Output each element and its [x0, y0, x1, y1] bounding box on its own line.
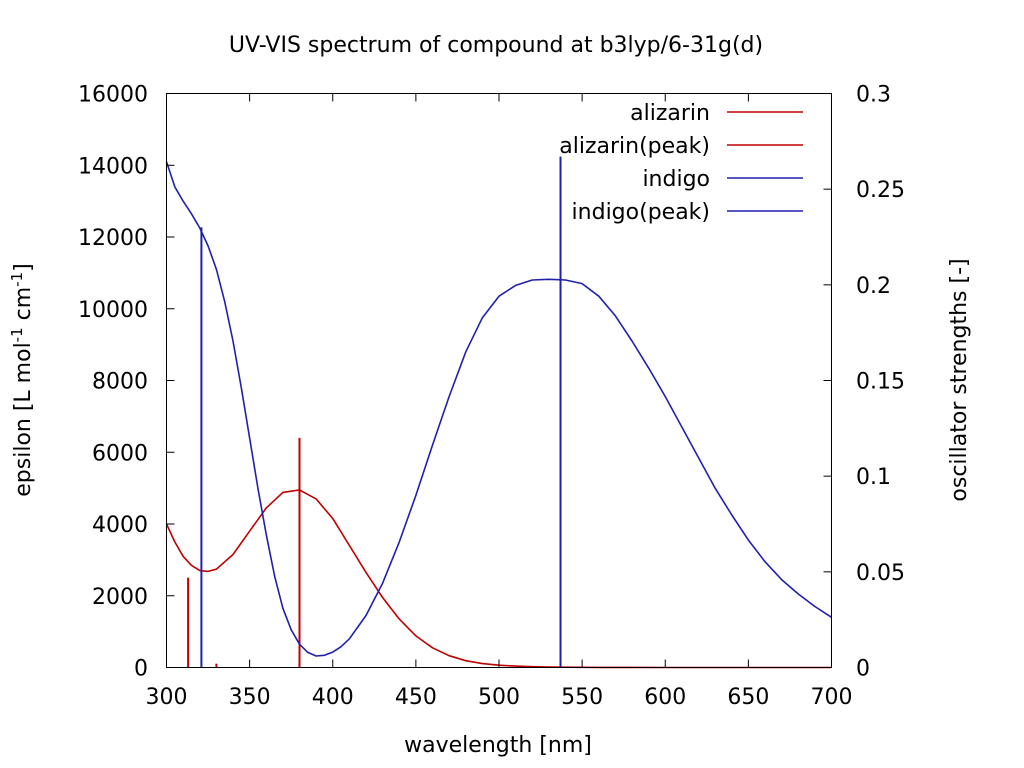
- x-tick-label: 400: [312, 685, 354, 710]
- series-line-alizarin: [165, 489, 832, 669]
- y2-tick-label: 0.05: [856, 561, 905, 586]
- series-layer: [165, 156, 832, 669]
- chart-title: UV-VIS spectrum of compound at b3lyp/6-3…: [229, 33, 763, 58]
- legend-label: alizarin(peak): [559, 134, 710, 159]
- y2-tick-label: 0.15: [856, 370, 905, 395]
- x-tick-label: 550: [561, 685, 603, 710]
- series-line-indigo: [165, 161, 832, 657]
- legend-label: alizarin: [630, 101, 710, 126]
- y2-tick-label: 0.3: [856, 83, 891, 108]
- x-tick-label: 650: [727, 685, 769, 710]
- y-tick-label: 12000: [78, 226, 148, 251]
- y-tick-label: 2000: [92, 585, 148, 610]
- x-tick-label: 600: [644, 685, 686, 710]
- y-tick-label: 8000: [92, 370, 148, 395]
- y2-tick-label: 0: [856, 657, 870, 682]
- y-tick-label: 10000: [78, 298, 148, 323]
- y-tick-label: 6000: [92, 441, 148, 466]
- x-axis: 300 350 400 450 500 550 600 650 700: [146, 93, 853, 710]
- plot-area: [165, 156, 832, 669]
- y-axis-title: epsilon [L mol-1 cm-1]: [8, 263, 36, 496]
- legend: alizarin alizarin(peak) indigo indigo(peak): [559, 101, 803, 225]
- x-tick-label: 350: [229, 685, 271, 710]
- y2-axis: 0 0.05 0.1 0.15 0.2 0.25 0.3: [823, 83, 905, 682]
- x-tick-label: 450: [395, 685, 437, 710]
- y-tick-label: 16000: [78, 83, 148, 108]
- y2-tick-label: 0.25: [856, 178, 905, 203]
- y-tick-label: 14000: [78, 154, 148, 179]
- y2-axis-title: oscillator strengths [-]: [947, 258, 972, 501]
- y2-tick-label: 0.1: [856, 465, 891, 490]
- x-tick-label: 300: [146, 685, 188, 710]
- legend-label: indigo: [642, 167, 710, 192]
- x-tick-label: 700: [811, 685, 853, 710]
- y-tick-label: 0: [134, 657, 148, 682]
- x-axis-title: wavelength [nm]: [404, 733, 592, 758]
- x-tick-label: 500: [478, 685, 520, 710]
- y-axis: 0 2000 4000 6000 8000 10000 12000 14000 16000: [78, 83, 175, 682]
- y2-tick-label: 0.2: [856, 274, 891, 299]
- y-tick-label: 4000: [92, 513, 148, 538]
- legend-label: indigo(peak): [572, 200, 710, 225]
- plot-frame: [166, 93, 832, 668]
